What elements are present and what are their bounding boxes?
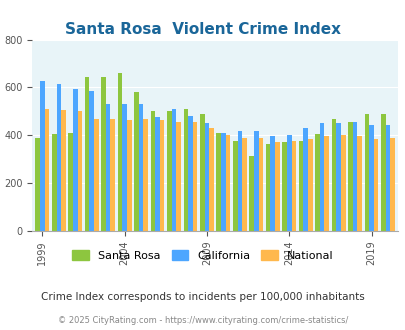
Bar (89, 91, 94, 231)
Text: Crime Index corresponds to incidents per 100,000 inhabitants: Crime Index corresponds to incidents per… (41, 292, 364, 302)
Bar (281, 143, 286, 231)
Bar (364, 114, 368, 231)
Bar (216, 133, 221, 231)
Bar (241, 138, 246, 231)
Bar (52, 134, 56, 231)
Bar (286, 135, 291, 231)
Bar (221, 133, 225, 231)
Bar (200, 114, 204, 231)
Bar (139, 104, 143, 231)
Bar (319, 123, 324, 231)
Bar (380, 114, 385, 231)
Bar (73, 89, 77, 231)
Bar (188, 116, 192, 231)
Bar (352, 122, 356, 231)
Bar (249, 156, 254, 231)
Bar (150, 112, 155, 231)
Bar (335, 123, 340, 231)
Bar (298, 141, 303, 231)
Bar (356, 137, 361, 231)
Bar (331, 118, 335, 231)
Bar (258, 138, 262, 231)
Bar (117, 73, 122, 231)
Bar (61, 110, 66, 231)
Text: © 2025 CityRating.com - https://www.cityrating.com/crime-statistics/: © 2025 CityRating.com - https://www.city… (58, 315, 347, 325)
Bar (385, 124, 389, 231)
Bar (340, 135, 345, 231)
Bar (270, 136, 275, 231)
Bar (307, 139, 312, 231)
Bar (110, 118, 115, 231)
Text: Santa Rosa  Violent Crime Index: Santa Rosa Violent Crime Index (65, 22, 340, 37)
Bar (254, 131, 258, 231)
Bar (56, 84, 61, 231)
Bar (106, 104, 110, 231)
Bar (176, 122, 181, 231)
Bar (101, 77, 106, 231)
Bar (35, 138, 40, 231)
Bar (232, 141, 237, 231)
Bar (225, 135, 230, 231)
Bar (291, 141, 295, 231)
Bar (68, 133, 73, 231)
Bar (237, 131, 241, 231)
Bar (314, 134, 319, 231)
Bar (85, 77, 89, 231)
Bar (77, 112, 82, 231)
Bar (192, 122, 197, 231)
Bar (347, 122, 352, 231)
Bar (134, 92, 139, 231)
Bar (373, 139, 377, 231)
Bar (368, 124, 373, 231)
Bar (389, 138, 394, 231)
Bar (127, 120, 131, 231)
Bar (204, 123, 209, 231)
Bar (122, 104, 127, 231)
Bar (183, 109, 188, 231)
Bar (45, 109, 49, 231)
Bar (155, 117, 160, 231)
Bar (209, 128, 213, 231)
Bar (94, 118, 98, 231)
Bar (160, 120, 164, 231)
Legend: Santa Rosa, California, National: Santa Rosa, California, National (68, 246, 337, 265)
Bar (324, 137, 328, 231)
Bar (167, 112, 171, 231)
Bar (275, 143, 279, 231)
Bar (303, 128, 307, 231)
Bar (265, 144, 270, 231)
Bar (143, 118, 148, 231)
Bar (171, 109, 176, 231)
Bar (40, 82, 45, 231)
